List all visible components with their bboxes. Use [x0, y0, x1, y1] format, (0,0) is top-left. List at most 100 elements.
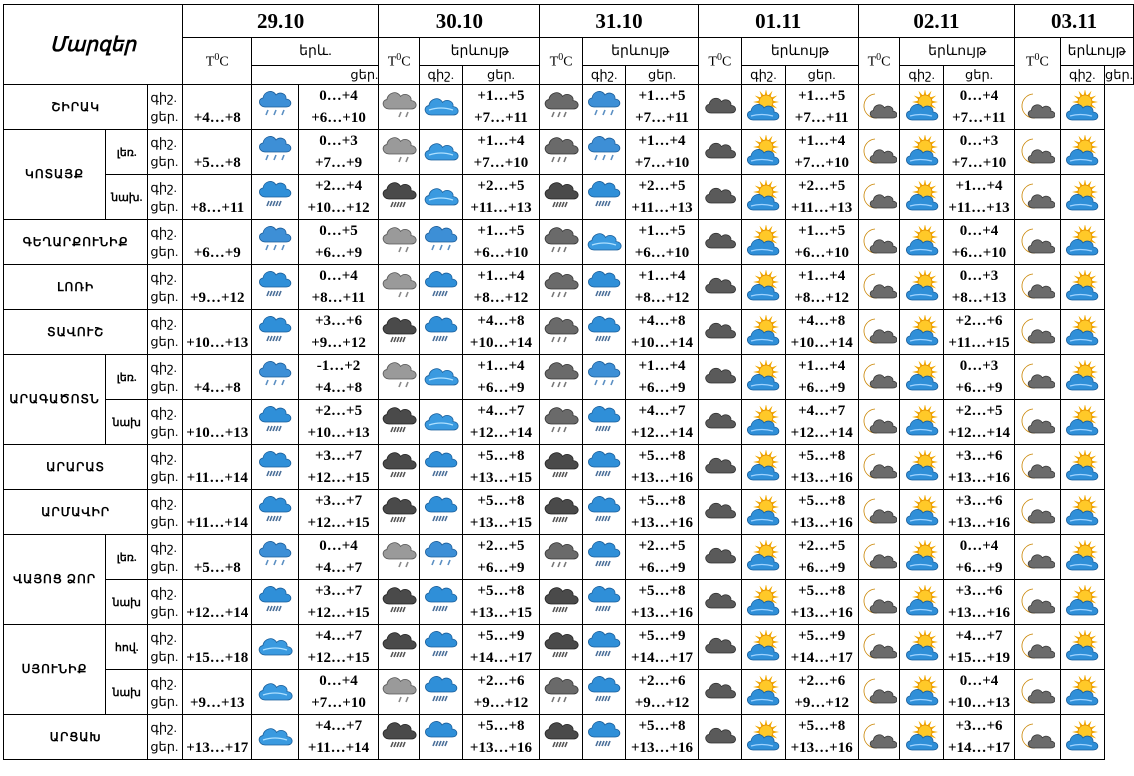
- forecast-row: ՍՅՈՒՆԻՔ հով. գիշ. ցեր. +15…+18 +4…+7 +12…+15 +5…: [2, 624, 1134, 715]
- zone-label: նախ.: [105, 174, 149, 220]
- cloud-rain-dark-icon: [544, 722, 579, 748]
- day-temperature: +4…+8: [193, 110, 241, 126]
- svg-text:✱: ✱: [398, 700, 404, 708]
- forecast-row: ԱՐԱՐԱՏ գիշ. ցեր. +11…+14 +3…+7 +12…+15 +5…+8 +1…: [2, 444, 1134, 490]
- svg-text:✱: ✱: [280, 115, 286, 123]
- night-weather-cell: [1014, 444, 1061, 490]
- day-weather-cell: [581, 534, 627, 580]
- night-weather-cell: [857, 399, 901, 445]
- day-temperature: +7…+11: [794, 110, 849, 126]
- weather-icon-cell: ✱ ✱: [251, 129, 299, 175]
- night-weather-cell: [1014, 489, 1061, 535]
- cloud-snow-dark-icon: ✱ ✱: [544, 92, 579, 124]
- temperature-cell: +5…+8 +13…+16: [625, 444, 699, 490]
- sun-cloud-icon: [1066, 270, 1099, 301]
- temperature-cell: +11…+14: [181, 489, 253, 535]
- night-temperature: [184, 626, 251, 648]
- rain-snow-icon: ✱ ✱: [588, 136, 621, 168]
- cloud-dark-icon: [705, 457, 736, 474]
- cloud-rain-dark-icon: [382, 182, 417, 208]
- rain-blue-icon: [588, 316, 621, 342]
- night-temperature: [184, 401, 251, 423]
- temperature-cell: +3…+6 +9…+12: [297, 309, 380, 355]
- header-sub-row: T0C երև. T0C երևույթ T0C երևույթ T0C երևույթ T0C…: [4, 37, 1134, 85]
- day-temperature: +9…+12: [473, 695, 529, 711]
- cloud-snow-dark-icon: ✱ ✱: [544, 542, 579, 574]
- rain-blue-icon: [259, 451, 292, 477]
- night-weather-cell: ✱ ✱: [539, 129, 583, 175]
- day-temperature: +13…+16: [947, 470, 1011, 486]
- night-weather-cell: [1014, 354, 1061, 400]
- svg-text:✱: ✱: [565, 341, 571, 349]
- sun-cloud-icon: [747, 450, 780, 481]
- night-weather-cell: [539, 489, 583, 535]
- temperature-cell: +2…+6 +9…+12: [784, 669, 859, 715]
- rain-blue-icon: [588, 631, 621, 657]
- daypart-labels: գիշ. ցեր.: [147, 714, 183, 760]
- moon-cloud-icon: [863, 498, 898, 524]
- day-weather-cell: [899, 399, 944, 445]
- date-header: 01.11: [697, 4, 859, 38]
- forecast-row: ԿՈՏԱՅՔ լեռ. գիշ. ցեր. +5…+8 ✱ ✱ 0…+3 +7…+9 ✱ ✱ ✱ ✱ +1…: [2, 129, 1134, 220]
- sun-cloud-icon: [747, 720, 780, 751]
- day-temperature: +11…+13: [791, 200, 853, 216]
- svg-text:✱: ✱: [565, 296, 571, 304]
- day-label: ցեր.: [150, 244, 179, 259]
- weather-icon-cell: [251, 624, 299, 670]
- day-label: ցեր.: [150, 469, 179, 484]
- night-temperature: [184, 491, 251, 513]
- svg-text:✱: ✱: [271, 250, 277, 258]
- day-temperature: +7…+10: [473, 155, 529, 171]
- night-temperature: +1…+4: [638, 133, 686, 149]
- day-temperature: +12…+15: [307, 650, 370, 666]
- temperature-cell: +1…+5 +7…+11: [461, 84, 541, 130]
- temperature-cell: +1…+4 +8…+12: [784, 264, 859, 310]
- forecast-row: ՎԱՅՈՑ ՁՈՐ լեռ. գիշ. ցեր. +5…+8 ✱ ✱ 0…+4 +4…+7 ✱ ✱ ✱…: [2, 534, 1134, 625]
- temperature-cell: +3…+6 +14…+17: [942, 714, 1016, 760]
- rain-blue-icon: [424, 676, 458, 702]
- day-weather-cell: [1059, 714, 1106, 760]
- day-weather-cell: [741, 309, 786, 355]
- night-temperature: [184, 131, 251, 153]
- region-name: ԳԵՂԱՐՔՈՒՆԻՔ: [2, 219, 149, 265]
- temperature-cell: +10…+13: [181, 399, 253, 445]
- temperature-cell: +4…+8: [181, 84, 253, 130]
- rain-blue-icon: [424, 631, 458, 657]
- cloud-dark-icon: [705, 277, 736, 294]
- moon-cloud-icon: [1021, 138, 1056, 164]
- svg-text:✱: ✱: [557, 566, 563, 574]
- night-temperature: +2…+6: [798, 673, 846, 689]
- svg-text:✱: ✱: [600, 160, 606, 168]
- night-temperature: [184, 221, 251, 243]
- temperature-cell: 0…+4 +6…+10: [297, 84, 380, 130]
- temperature-cell: +2…+6 +9…+12: [461, 669, 541, 715]
- day-temperature: +7…+11: [635, 110, 689, 126]
- svg-text:✱: ✱: [437, 565, 443, 573]
- night-weather-cell: [378, 399, 420, 445]
- day-temperature: +9…+12: [634, 695, 690, 711]
- temperature-cell: +5…+8 +13…+16: [784, 579, 859, 625]
- day-temperature: +7…+9: [314, 155, 363, 171]
- rain-blue-icon: [424, 496, 458, 522]
- daypart-labels: գիշ. ցեր.: [147, 84, 183, 130]
- moon-cloud-icon: [1021, 363, 1056, 389]
- night-temperature: [184, 716, 251, 738]
- night-header: գիշ.: [899, 65, 944, 85]
- day-weather-cell: ✱ ✱: [419, 219, 463, 265]
- temperature-cell: +3…+7 +12…+15: [297, 579, 380, 625]
- forecast-table: Մարզեր 29.10 30.10 31.10 01.11 02.11 03.11 T0C ե…: [2, 4, 1134, 760]
- svg-text:✱: ✱: [609, 160, 615, 168]
- day-weather-cell: [581, 399, 627, 445]
- sun-cloud-icon: [1066, 180, 1099, 211]
- temperature-cell: +2…+5 +11…+13: [625, 174, 699, 220]
- weather-icon-cell: [251, 399, 299, 445]
- day-temperature: +15…+18: [186, 650, 249, 666]
- day-temperature: +13…+16: [947, 515, 1011, 531]
- day-weather-cell: [1059, 354, 1106, 400]
- temperature-cell: +2…+5 +11…+13: [461, 174, 541, 220]
- night-weather-cell: ✱ ✱ ✱ ✱: [378, 669, 420, 715]
- day-weather-cell: [899, 669, 944, 715]
- day-weather-cell: [741, 399, 786, 445]
- temperature-cell: 0…+4 +10…+13: [942, 669, 1016, 715]
- temperature-cell: +4…+7 +11…+14: [297, 714, 380, 760]
